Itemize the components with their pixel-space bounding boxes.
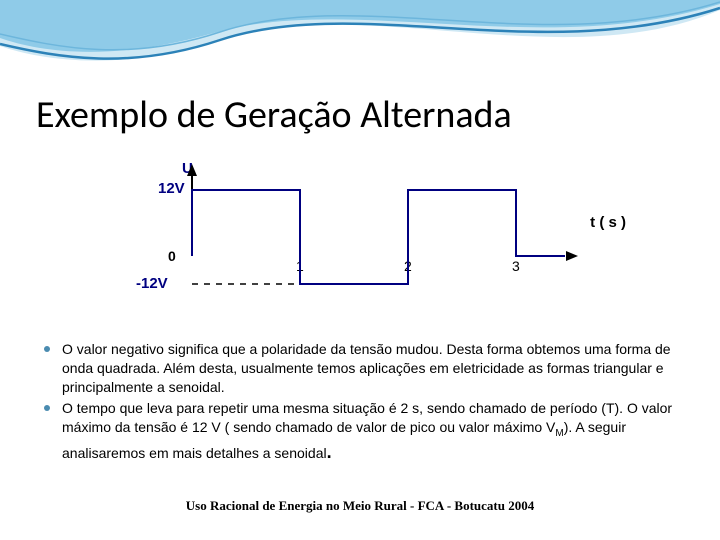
bullet-dot-icon xyxy=(44,346,50,352)
chart-svg xyxy=(110,160,630,315)
bullet-2-subscript: M xyxy=(555,427,563,438)
bullet-list: O valor negativo significa que a polarid… xyxy=(44,340,692,466)
slide-title: Exemplo de Geração Alternada xyxy=(36,92,512,138)
bullet-dot-icon xyxy=(44,405,50,411)
header-swoosh xyxy=(0,0,720,80)
bullet-1-text: O valor negativo significa que a polarid… xyxy=(62,341,671,395)
bullet-2: O tempo que leva para repetir uma mesma … xyxy=(44,399,692,464)
bullet-1: O valor negativo significa que a polarid… xyxy=(44,340,692,397)
square-wave-chart: U 12V 0 -12V t ( s ) 1 2 3 xyxy=(110,160,630,315)
slide-footer: Uso Racional de Energia no Meio Rural - … xyxy=(0,498,720,514)
bullet-2-final-period: . xyxy=(327,442,332,462)
